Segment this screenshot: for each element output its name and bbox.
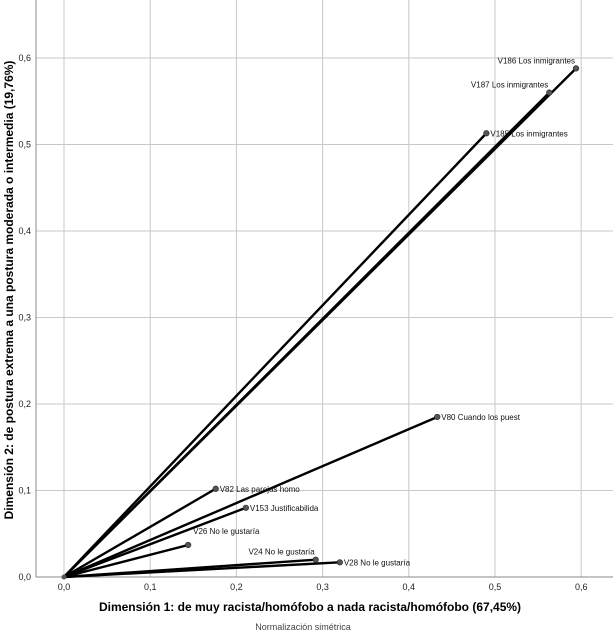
vector-point [212, 485, 219, 492]
vector-point [546, 89, 553, 96]
vector-line [63, 561, 340, 579]
grid [36, 0, 613, 577]
vector-point [242, 504, 249, 511]
tick-labels: 0,0 0,1 0,2 0,3 0,4 0,5 0,6 0,0 0,1 0,2 0,3 0,4 0,5 0… [18, 53, 587, 592]
y-tick-label: 0,0 [18, 572, 31, 582]
vector-label: V80 Cuando los puest [441, 413, 520, 422]
vector-point [312, 556, 319, 563]
vector-line [63, 543, 189, 579]
vector-line [63, 506, 247, 579]
y-tick-label: 0,1 [18, 486, 31, 496]
vector-label: V185 Los inmigrantes [490, 129, 567, 138]
y-tick-label: 0,2 [18, 399, 31, 409]
y-tick-label: 0,3 [18, 313, 31, 323]
y-tick-label: 0,6 [18, 53, 31, 63]
vector-label: V153 Justificabilida [250, 504, 319, 513]
vector-line [63, 487, 217, 579]
vector-line [63, 415, 438, 579]
normalization-note: Normalización simétrica [255, 622, 351, 632]
vector-label: V24 No le gustaría [248, 548, 315, 557]
x-tick-label: 0,2 [230, 582, 243, 592]
vector-label: V26 No le gustaría [193, 527, 260, 536]
vector-point [572, 65, 580, 72]
vector-label: V28 No le gustaría [344, 558, 411, 567]
y-tick-label: 0,5 [18, 140, 31, 150]
x-tick-label: 0,3 [316, 582, 329, 592]
vector-label: V186 Los inmigrantes [498, 56, 575, 65]
vector-line [63, 132, 488, 578]
vector-line [63, 91, 551, 578]
y-axis-label: Dimensión 2: de postura extrema a una po… [2, 61, 16, 520]
vector-point [185, 541, 192, 549]
origin-point [61, 574, 67, 580]
vector-point [336, 559, 343, 566]
x-tick-label: 0,0 [58, 582, 71, 592]
vector-point [434, 413, 441, 421]
vector-label: V187 Los inmigrantes [471, 81, 548, 90]
x-tick-label: 0,4 [403, 582, 416, 592]
vectors: V186 Los inmigrantes V187 Los inmigrantes… [61, 56, 580, 580]
x-axis-label: Dimensión 1: de muy racista/homófobo a n… [99, 600, 521, 614]
x-tick-label: 0,1 [144, 582, 157, 592]
vector-point [483, 130, 490, 137]
x-tick-label: 0,6 [575, 582, 588, 592]
x-tick-label: 0,5 [489, 582, 502, 592]
vector-label: V82 Las parejas homo [220, 485, 301, 494]
y-tick-label: 0,4 [18, 226, 31, 236]
